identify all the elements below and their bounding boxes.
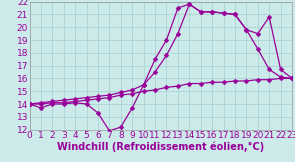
X-axis label: Windchill (Refroidissement éolien,°C): Windchill (Refroidissement éolien,°C)	[57, 141, 264, 152]
